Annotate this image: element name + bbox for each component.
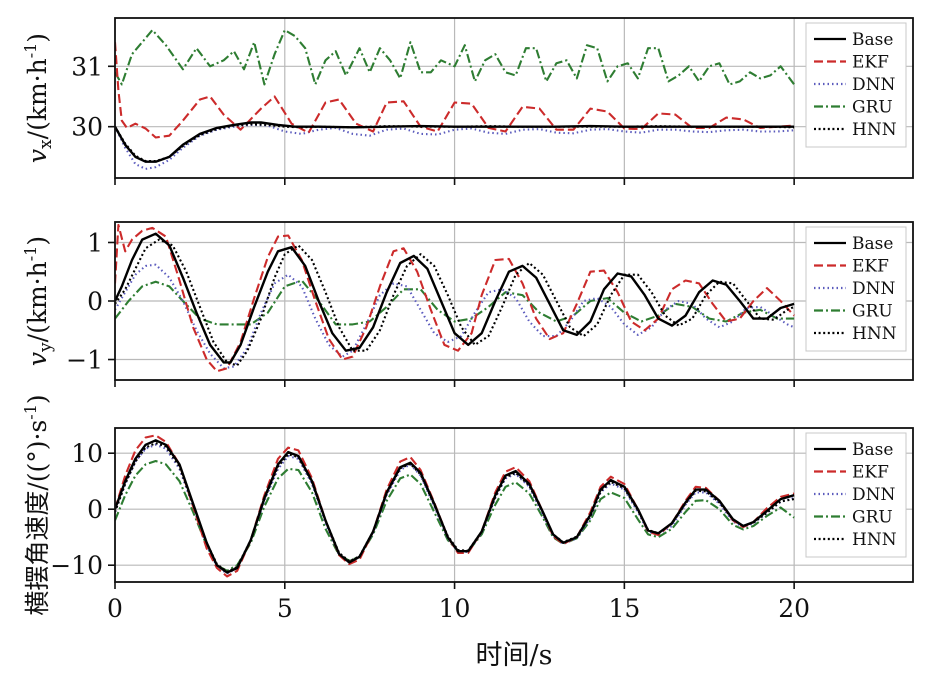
x-tick-label: 10 [439,594,471,623]
y-label-unit: /(km·h [23,261,52,342]
series-line-base [115,121,795,163]
y-label-close: ) [23,394,52,404]
x-tick-label: 0 [107,594,123,623]
legend-box [805,226,907,352]
y-label-subscript: x [36,139,56,149]
y-tick-label: 1 [87,228,103,257]
y-tick-label: 31 [71,52,103,81]
series-line-ekf [115,42,795,139]
y-axis-label: vx/(km·h-1) [21,33,56,163]
y-tick-label: −10 [50,551,103,580]
plot-frame [114,221,914,381]
y-tick-label: −1 [66,346,103,375]
y-label-symbol: v [23,352,52,366]
series-line-ekf [115,223,795,373]
series-line-hnn [115,238,795,367]
y-label-close: ) [23,236,52,246]
y-label-unit: /(km·h [23,58,52,139]
legend-label-gru: GRU [852,508,893,528]
legend-box [805,432,907,558]
series-line-dnn [115,443,795,575]
legend-label-gru: GRU [852,98,893,118]
legend-label-base: Base [852,440,893,460]
legend-label-dnn: DNN [852,75,896,95]
y-tick-label: 30 [71,113,103,142]
y-tick-label: 0 [87,495,103,524]
x-tick-label: 20 [778,594,810,623]
y-tick-label: 10 [71,439,103,468]
legend-label-hnn: HNN [852,530,897,550]
y-axis-label: 横摆角速度/((°)·s-1) [21,394,52,615]
y-label-superscript: -1 [21,43,40,59]
legend-label-base: Base [852,234,893,254]
y-label-superscript: -1 [21,404,40,420]
series-line-base [115,439,795,574]
y-label-symbol: v [23,149,52,163]
x-tick-label: 15 [608,594,640,623]
y-tick-label: 0 [87,287,103,316]
y-label-superscript: -1 [21,246,40,262]
legend-label-ekf: EKF [852,53,889,73]
series-line-dnn [115,263,795,370]
legend-label-hnn: HNN [852,120,897,140]
y-label-subscript: y [36,342,56,353]
legend-label-dnn: DNN [852,485,896,505]
series-line-dnn [115,123,795,170]
legend-box [805,22,907,148]
y-label-main: 横摆角速度/((°)·s [23,420,52,616]
series-line-gru [115,29,795,86]
legend-label-ekf: EKF [852,463,889,483]
y-label-close: ) [23,33,52,43]
x-tick-label: 5 [277,594,293,623]
legend-label-dnn: DNN [852,279,896,299]
legend-label-gru: GRU [852,302,893,322]
legend-label-ekf: EKF [852,257,889,277]
legend-label-hnn: HNN [852,324,897,344]
x-axis-label: 时间/s [476,640,553,671]
series-line-base [115,232,795,364]
y-axis-label: vy/(km·h-1) [21,236,56,366]
legend-label-base: Base [852,30,893,50]
plot-frame [114,427,914,583]
plot-frame [114,17,914,179]
